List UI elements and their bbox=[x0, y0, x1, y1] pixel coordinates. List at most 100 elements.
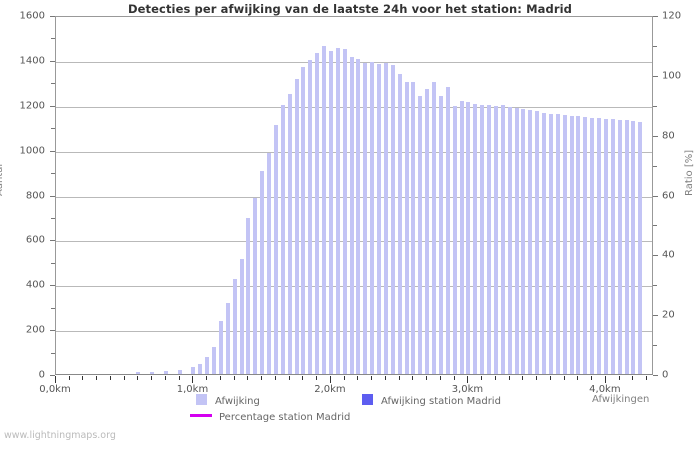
bar bbox=[438, 95, 443, 374]
x-axis-tick-major bbox=[467, 376, 469, 383]
bar bbox=[322, 46, 327, 374]
bar bbox=[631, 120, 636, 374]
bar bbox=[136, 372, 141, 374]
bar bbox=[569, 115, 574, 374]
y-axis-right-label: 60 bbox=[662, 190, 675, 201]
x-axis-tick-minor bbox=[494, 376, 496, 380]
y-axis-left-tick-minor bbox=[51, 352, 55, 354]
y-axis-right-tick-major bbox=[653, 16, 658, 17]
x-axis-tick-major bbox=[192, 376, 194, 383]
bar bbox=[404, 81, 409, 374]
x-axis-tick-minor bbox=[82, 376, 84, 380]
x-axis-tick-minor bbox=[577, 376, 579, 380]
y-axis-left-tick-major bbox=[50, 240, 55, 242]
x-axis-tick-minor bbox=[522, 376, 524, 380]
bar bbox=[590, 117, 595, 374]
y-axis-left-tick-minor bbox=[51, 83, 55, 85]
y-axis-left-tick-major bbox=[50, 285, 55, 287]
y-axis-left-tick-minor bbox=[51, 262, 55, 264]
bar bbox=[225, 303, 230, 374]
y-axis-right-label: 100 bbox=[662, 70, 682, 82]
bar bbox=[610, 119, 615, 374]
legend-label-afwijking: Afwijking bbox=[215, 396, 260, 407]
gridline bbox=[56, 241, 652, 243]
y-axis-left-tick-minor bbox=[51, 217, 55, 219]
bar bbox=[273, 124, 278, 374]
plot-area bbox=[55, 16, 653, 375]
bar bbox=[349, 57, 354, 374]
x-axis-tick-minor bbox=[233, 376, 235, 380]
legend-swatch-afwijking-station bbox=[362, 394, 373, 405]
bar bbox=[308, 60, 313, 374]
x-axis-title: Afwijkingen bbox=[592, 394, 650, 405]
bar bbox=[383, 62, 388, 374]
x-axis-tick-major bbox=[329, 376, 331, 383]
bar bbox=[500, 104, 505, 374]
y-axis-left-tick-minor bbox=[51, 173, 55, 175]
y-axis-right-tick-minor bbox=[653, 165, 657, 167]
y-axis-left-tick-minor bbox=[51, 38, 55, 40]
y-axis-left-tick-major bbox=[50, 60, 55, 62]
x-axis-tick-minor bbox=[343, 376, 345, 380]
y-axis-right-label: 120 bbox=[662, 10, 682, 22]
gridline bbox=[56, 331, 652, 333]
bar bbox=[370, 62, 375, 374]
x-axis-tick-minor bbox=[316, 376, 318, 380]
x-axis-tick-minor bbox=[151, 376, 153, 380]
legend-label-percentage-station: Percentage station Madrid bbox=[219, 412, 351, 423]
y-axis-right-tick-major bbox=[653, 75, 658, 77]
bar bbox=[514, 108, 519, 374]
bar bbox=[507, 107, 512, 374]
bar bbox=[294, 78, 299, 374]
x-axis-tick-minor bbox=[357, 376, 359, 380]
y-axis-left-label: 1400 bbox=[19, 55, 45, 67]
y-axis-right-label: 0 bbox=[662, 369, 669, 381]
bar bbox=[418, 96, 423, 374]
bar bbox=[287, 93, 292, 374]
y-axis-right-label: 80 bbox=[662, 130, 675, 142]
x-axis-label: 2,0km bbox=[314, 384, 346, 395]
y-axis-left-tick-major bbox=[50, 16, 55, 17]
y-axis-left-tick-major bbox=[50, 375, 55, 376]
x-axis-tick-minor bbox=[68, 376, 70, 380]
bar bbox=[466, 102, 471, 374]
bar bbox=[548, 113, 553, 374]
y-axis-right-tick-major bbox=[653, 315, 658, 317]
bar bbox=[638, 121, 643, 374]
y-axis-left-tick-major bbox=[50, 195, 55, 197]
bar bbox=[445, 87, 450, 374]
legend-item-percentage-station[interactable]: Percentage station Madrid bbox=[190, 412, 350, 423]
y-axis-right-tick-major bbox=[653, 255, 658, 257]
x-axis-label: 1,0km bbox=[176, 384, 209, 395]
y-axis-left-tick-major bbox=[50, 330, 55, 332]
bar bbox=[177, 369, 182, 374]
legend-item-afwijking-station[interactable]: Afwijking station Madrid bbox=[362, 394, 501, 407]
bar bbox=[411, 82, 416, 374]
bar bbox=[542, 112, 547, 374]
y-axis-right-tick-minor bbox=[653, 105, 657, 107]
y-axis-left-label: 200 bbox=[25, 324, 45, 336]
bar bbox=[452, 105, 457, 374]
bar bbox=[617, 120, 622, 374]
bar bbox=[597, 118, 601, 374]
x-axis-tick-minor bbox=[536, 376, 538, 380]
bar bbox=[246, 218, 251, 374]
x-axis-tick-minor bbox=[96, 376, 98, 380]
x-axis-tick-minor bbox=[302, 376, 304, 380]
bar bbox=[218, 320, 223, 374]
x-axis-label: 0,0km bbox=[39, 384, 71, 395]
bar bbox=[583, 117, 588, 374]
chart-title: Detecties per afwijking van de laatste 2… bbox=[128, 2, 572, 16]
bar bbox=[363, 63, 368, 374]
y-axis-left-label: 1000 bbox=[19, 145, 45, 157]
x-axis-tick-minor bbox=[178, 376, 180, 380]
legend-item-afwijking[interactable]: Afwijking bbox=[196, 394, 260, 407]
x-axis-tick-minor bbox=[481, 376, 483, 380]
bar bbox=[253, 197, 258, 374]
y-axis-left-label: 800 bbox=[25, 190, 45, 201]
bar bbox=[432, 82, 437, 374]
x-axis-label: 4,0km bbox=[589, 384, 621, 395]
bar bbox=[535, 111, 540, 374]
bar bbox=[390, 65, 395, 374]
